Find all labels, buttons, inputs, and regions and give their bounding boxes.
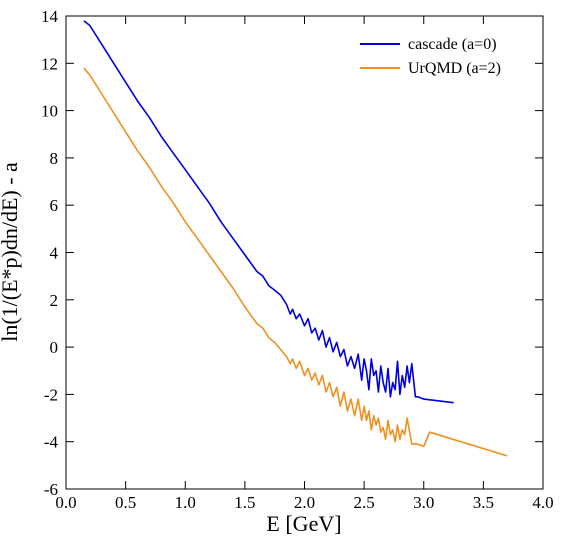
x-tick-label: 1.5 bbox=[234, 493, 255, 512]
x-tick-label: 4.0 bbox=[532, 493, 553, 512]
legend-label-urqmd: UrQMD (a=2) bbox=[408, 60, 501, 77]
x-tick-label: 2.5 bbox=[354, 493, 375, 512]
y-tick-label: 4 bbox=[50, 244, 59, 263]
series-line-cascade bbox=[83, 20, 454, 404]
x-tick-label: 2.0 bbox=[294, 493, 315, 512]
legend-label-cascade: cascade (a=0) bbox=[408, 36, 497, 53]
x-tick-label: 3.5 bbox=[473, 493, 494, 512]
y-tick-label: -6 bbox=[44, 480, 58, 499]
x-tick-label: 0.0 bbox=[55, 493, 76, 512]
y-tick-label: 8 bbox=[50, 149, 59, 168]
y-axis: -6 -4 -2 0 2 4 6 8 10 12 14 bbox=[41, 7, 543, 499]
legend: cascade (a=0) UrQMD (a=2) bbox=[360, 36, 501, 77]
series-line-urqmd bbox=[83, 67, 508, 457]
x-axis-label: E [GeV] bbox=[266, 511, 341, 536]
plot-frame bbox=[65, 15, 544, 490]
y-tick-label: -4 bbox=[44, 433, 59, 452]
y-tick-label: -2 bbox=[44, 385, 58, 404]
x-tick-label: 3.0 bbox=[413, 493, 434, 512]
y-tick-label: 2 bbox=[50, 291, 59, 310]
y-axis-label: ln(1/(E*p)dn/dE) - a bbox=[0, 162, 22, 342]
x-tick-label: 0.5 bbox=[115, 493, 136, 512]
y-tick-label: 6 bbox=[50, 196, 59, 215]
x-tick-label: 1.0 bbox=[175, 493, 196, 512]
y-tick-label: 10 bbox=[41, 102, 58, 121]
y-tick-label: 14 bbox=[41, 7, 59, 26]
y-tick-label: 12 bbox=[41, 54, 58, 73]
x-axis: 0.0 0.5 1.0 1.5 2.0 2.5 3.0 3.5 4.0 bbox=[55, 16, 554, 512]
y-tick-label: 0 bbox=[50, 338, 59, 357]
series-layer bbox=[83, 20, 508, 457]
